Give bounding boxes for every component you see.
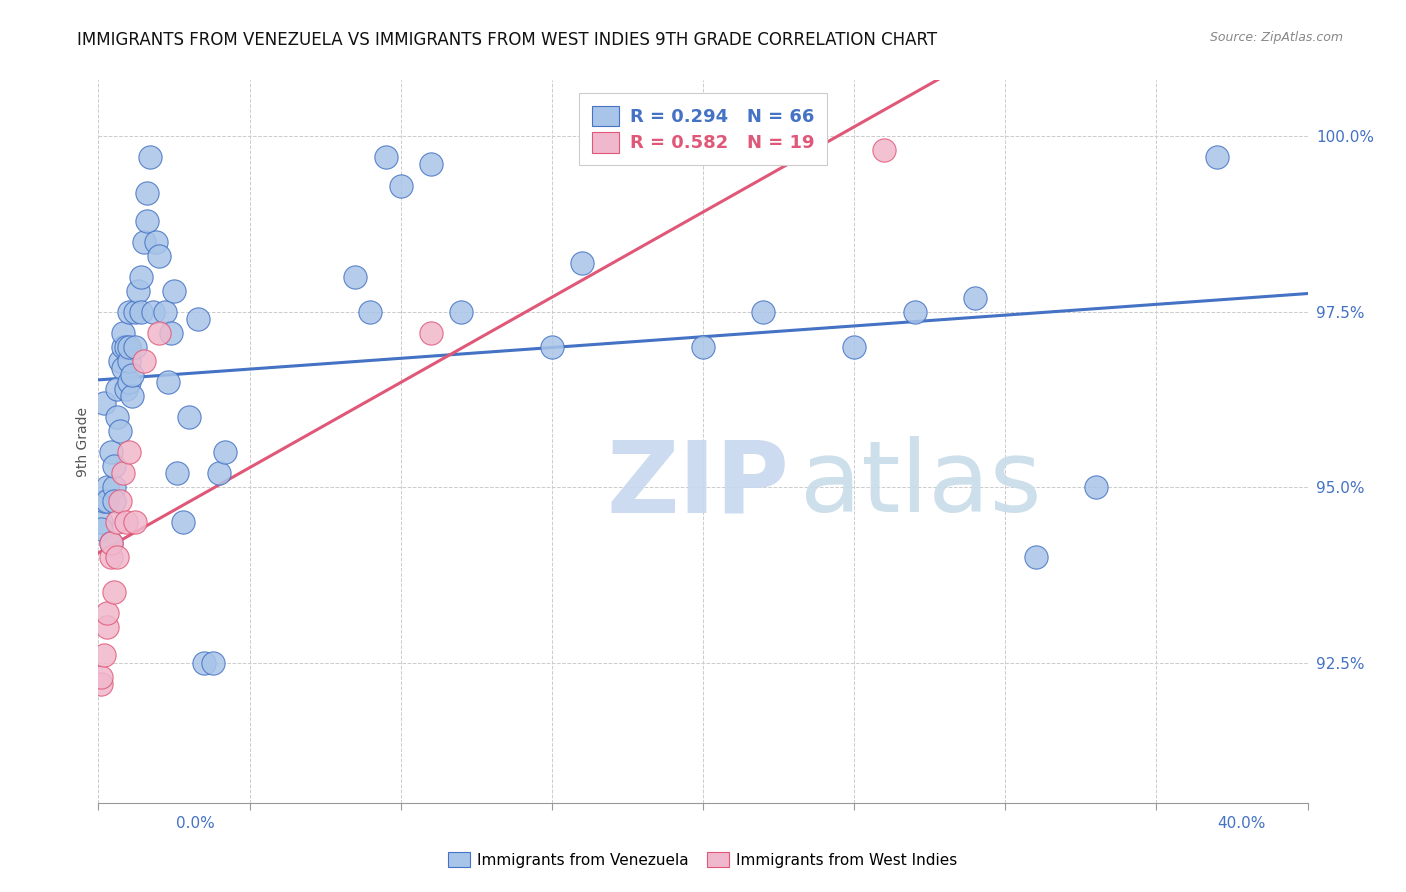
Point	[105, 550, 128, 565]
Legend: R = 0.294   N = 66, R = 0.582   N = 19: R = 0.294 N = 66, R = 0.582 N = 19	[579, 93, 827, 165]
Point	[132, 354, 155, 368]
Point	[114, 515, 136, 529]
Point	[172, 515, 194, 529]
Point	[163, 284, 186, 298]
Point	[118, 305, 141, 319]
Y-axis label: 9th Grade: 9th Grade	[76, 407, 90, 476]
Point	[1206, 151, 1229, 165]
Point	[100, 536, 122, 550]
Point	[108, 354, 131, 368]
Point	[108, 424, 131, 438]
Point	[96, 620, 118, 634]
Point	[105, 409, 128, 424]
Point	[135, 186, 157, 200]
Point	[90, 515, 112, 529]
Point	[1085, 480, 1108, 494]
Point	[135, 213, 157, 227]
Text: IMMIGRANTS FROM VENEZUELA VS IMMIGRANTS FROM WEST INDIES 9TH GRADE CORRELATION C: IMMIGRANTS FROM VENEZUELA VS IMMIGRANTS …	[77, 31, 938, 49]
Point	[103, 459, 125, 474]
Point	[103, 585, 125, 599]
Point	[124, 515, 146, 529]
Point	[93, 648, 115, 663]
Point	[148, 249, 170, 263]
Point	[105, 515, 128, 529]
Point	[129, 305, 152, 319]
Point	[156, 375, 179, 389]
Point	[692, 340, 714, 354]
Point	[111, 360, 134, 375]
Point	[420, 326, 443, 340]
Point	[90, 522, 112, 536]
Text: 40.0%: 40.0%	[1218, 816, 1265, 831]
Point	[202, 656, 225, 670]
Point	[214, 445, 236, 459]
Point	[100, 445, 122, 459]
Point	[114, 340, 136, 354]
Point	[124, 340, 146, 354]
Point	[752, 305, 775, 319]
Point	[103, 494, 125, 508]
Point	[114, 382, 136, 396]
Text: 0.0%: 0.0%	[176, 816, 215, 831]
Point	[904, 305, 927, 319]
Point	[111, 326, 134, 340]
Point	[450, 305, 472, 319]
Point	[1024, 550, 1046, 565]
Point	[100, 536, 122, 550]
Text: atlas: atlas	[800, 436, 1042, 533]
Text: Source: ZipAtlas.com: Source: ZipAtlas.com	[1209, 31, 1343, 45]
Point	[208, 466, 231, 480]
Point	[111, 340, 134, 354]
Point	[145, 235, 167, 249]
Point	[571, 255, 593, 269]
Point	[105, 382, 128, 396]
Point	[420, 157, 443, 171]
Point	[118, 445, 141, 459]
Point	[90, 669, 112, 683]
Point	[96, 480, 118, 494]
Point	[129, 269, 152, 284]
Point	[142, 305, 165, 319]
Point	[187, 311, 209, 326]
Legend: Immigrants from Venezuela, Immigrants from West Indies: Immigrants from Venezuela, Immigrants fr…	[443, 846, 963, 873]
Point	[108, 494, 131, 508]
Point	[160, 326, 183, 340]
Point	[179, 409, 201, 424]
Point	[96, 494, 118, 508]
Point	[121, 368, 143, 382]
Point	[93, 396, 115, 410]
Point	[124, 305, 146, 319]
Point	[374, 151, 396, 165]
Point	[360, 305, 382, 319]
Point	[132, 235, 155, 249]
Point	[118, 375, 141, 389]
Point	[103, 480, 125, 494]
Point	[96, 607, 118, 621]
Point	[873, 144, 896, 158]
Point	[344, 269, 367, 284]
Point	[148, 326, 170, 340]
Point	[90, 676, 112, 690]
Point	[111, 466, 134, 480]
Point	[100, 550, 122, 565]
Text: ZIP: ZIP	[606, 436, 789, 533]
Point	[121, 389, 143, 403]
Point	[93, 494, 115, 508]
Point	[127, 284, 149, 298]
Point	[540, 340, 562, 354]
Point	[965, 291, 987, 305]
Point	[139, 151, 162, 165]
Point	[118, 340, 141, 354]
Point	[118, 354, 141, 368]
Point	[153, 305, 176, 319]
Point	[389, 178, 412, 193]
Point	[193, 656, 215, 670]
Point	[166, 466, 188, 480]
Point	[844, 340, 866, 354]
